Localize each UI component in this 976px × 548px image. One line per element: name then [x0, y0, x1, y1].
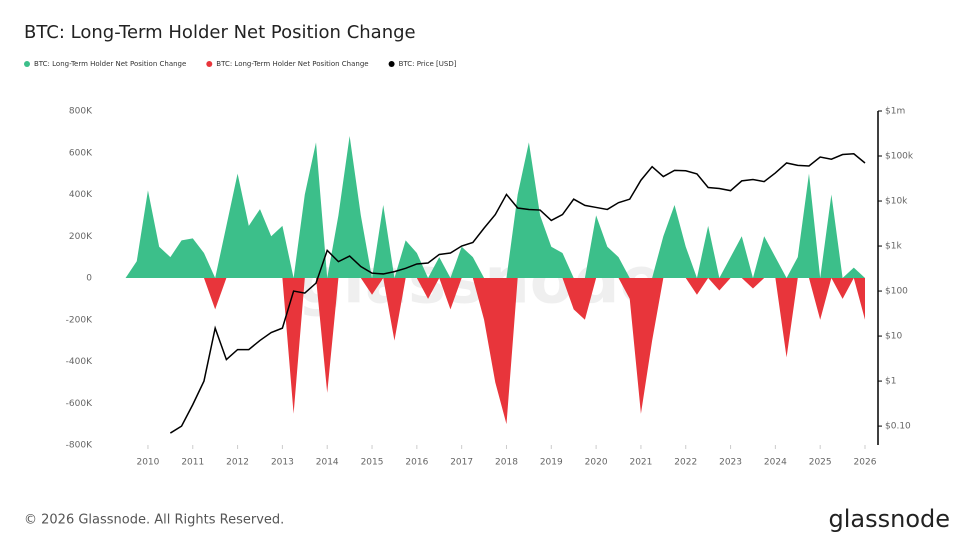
x-tick-label: 2014: [316, 458, 339, 468]
x-tick-label: 2020: [585, 458, 608, 468]
y-tick-label: 200K: [69, 232, 93, 242]
brand-logo: glassnode: [828, 505, 950, 533]
x-tick-label: 2018: [495, 458, 518, 468]
x-tick-label: 2010: [136, 458, 159, 468]
x-tick-label: 2019: [540, 458, 563, 468]
y2-tick-label: $1k: [885, 242, 902, 252]
y2-tick-label: $1: [885, 377, 896, 387]
y-tick-label: 600K: [69, 148, 93, 158]
x-tick-label: 2026: [854, 458, 877, 468]
legend-marker: [388, 61, 395, 67]
y-tick-label: -600K: [66, 399, 93, 409]
area: [125, 278, 866, 425]
y-tick-label: -400K: [66, 357, 93, 367]
x-tick-label: 2021: [629, 458, 652, 468]
footer: © 2026 Glassnode. All Rights Reserved.: [24, 513, 284, 528]
y2-tick-label: $10k: [885, 197, 908, 207]
y2-tick-label: $0.10: [885, 422, 911, 432]
y-tick-label: 400K: [69, 190, 93, 200]
x-tick-label: 2012: [226, 458, 249, 468]
chart-title: BTC: Long-Term Holder Net Position Chang…: [24, 22, 416, 43]
y2-tick-label: $100: [885, 287, 908, 297]
x-tick-label: 2022: [674, 458, 697, 468]
legend-label: BTC: Long-Term Holder Net Position Chang…: [216, 60, 368, 68]
y2-tick-label: $1m: [885, 107, 905, 117]
legend-label: BTC: Price [USD]: [399, 60, 457, 68]
legend-marker: [206, 61, 213, 67]
y-tick-label: -800K: [66, 441, 93, 451]
y2-tick-label: $100k: [885, 152, 914, 162]
x-tick-label: 2023: [719, 458, 742, 468]
x-tick-label: 2024: [764, 458, 787, 468]
x-tick-label: 2015: [361, 458, 384, 468]
x-tick-label: 2013: [271, 458, 294, 468]
x-tick-label: 2017: [450, 458, 473, 468]
x-tick-label: 2025: [809, 458, 832, 468]
y2-tick-label: $10: [885, 332, 902, 342]
legend-marker: [24, 61, 30, 67]
y-tick-label: 0: [86, 274, 92, 284]
y-tick-label: -200K: [66, 315, 93, 325]
legend-label: BTC: Long-Term Holder Net Position Chang…: [34, 60, 186, 68]
x-tick-label: 2016: [405, 458, 428, 468]
price-line: [169, 153, 866, 434]
x-tick-label: 2011: [181, 458, 204, 468]
y-tick-label: 800K: [69, 107, 93, 117]
area: [125, 136, 866, 278]
